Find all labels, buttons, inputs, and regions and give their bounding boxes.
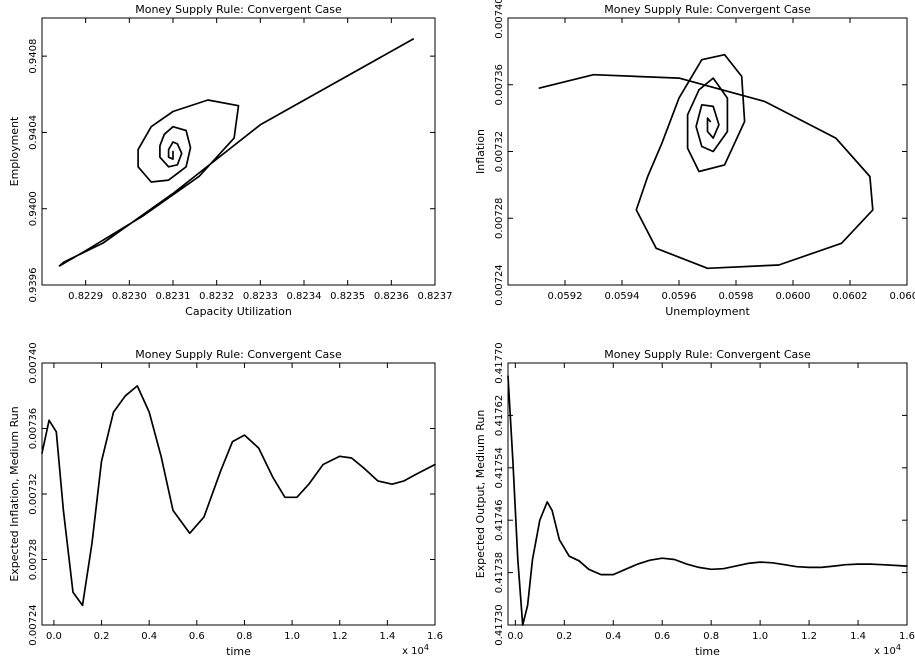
y-tick-label: 0.00732 (28, 473, 39, 514)
x-tick-label: 0.2 (556, 631, 572, 642)
x-scale-note: x 104 (402, 643, 429, 657)
series-line (41, 385, 436, 607)
series-line (58, 38, 415, 267)
x-tick-label: 0.0594 (605, 291, 640, 302)
x-tick-label: 0.0604 (890, 291, 915, 302)
x-tick-label: 0.0 (46, 631, 62, 642)
x-tick-label: 0.6 (189, 631, 205, 642)
plot-frame (41, 362, 436, 626)
x-tick-label: 0.0600 (776, 291, 811, 302)
y-tick-label: 0.00740 (494, 0, 505, 39)
x-axis-label: time (695, 645, 720, 658)
x-tick-label: 0.0598 (719, 291, 754, 302)
x-axis-label: Unemployment (665, 305, 750, 318)
x-tick-label: 0.0 (507, 631, 523, 642)
y-tick-label: 0.00736 (494, 64, 505, 105)
y-tick-label: 0.9408 (28, 39, 39, 74)
chart-title: Money Supply Rule: Convergent Case (135, 3, 342, 16)
x-axis-label: time (226, 645, 251, 658)
x-tick-label: 0.2 (94, 631, 110, 642)
x-tick-label: 0.0596 (662, 291, 697, 302)
x-tick-label: 1.6 (899, 631, 915, 642)
plot-frame (507, 362, 908, 626)
x-tick-label: 0.8237 (418, 291, 453, 302)
y-tick-label: 0.00724 (28, 604, 39, 645)
x-tick-label: 0.6 (654, 631, 670, 642)
x-tick-label: 0.8235 (330, 291, 365, 302)
y-tick-label: 0.41770 (494, 342, 505, 383)
y-tick-label: 0.00740 (28, 342, 39, 383)
y-tick-label: 0.00732 (494, 131, 505, 172)
y-tick-label: 0.00728 (494, 198, 505, 239)
y-tick-label: 0.00728 (28, 539, 39, 580)
x-tick-label: 0.4 (605, 631, 621, 642)
y-axis-label: Employment (8, 116, 21, 186)
y-tick-label: 0.9404 (28, 115, 39, 150)
x-tick-label: 1.4 (850, 631, 866, 642)
x-tick-label: 0.0602 (833, 291, 868, 302)
series-line (507, 375, 908, 626)
y-axis-label: Expected Inflation, Medium Run (8, 406, 21, 581)
x-tick-label: 0.8236 (374, 291, 409, 302)
x-tick-label: 0.8234 (287, 291, 322, 302)
x-tick-label: 1.4 (379, 631, 395, 642)
y-tick-label: 0.41754 (494, 447, 505, 488)
x-axis-label: Capacity Utilization (185, 305, 292, 318)
x-tick-label: 1.6 (427, 631, 443, 642)
y-tick-label: 0.41762 (494, 395, 505, 436)
chart-title: Money Supply Rule: Convergent Case (604, 3, 811, 16)
x-tick-label: 0.0592 (548, 291, 583, 302)
y-tick-label: 0.9396 (28, 268, 39, 303)
series-line (538, 53, 874, 270)
x-tick-label: 1.0 (284, 631, 300, 642)
x-tick-label: 1.2 (332, 631, 348, 642)
x-tick-label: 0.8233 (243, 291, 278, 302)
y-axis-label: Expected Output, Medium Run (474, 410, 487, 579)
y-axis-label: Inflation (474, 129, 487, 174)
plot-frame (41, 17, 436, 286)
y-tick-label: 0.00724 (494, 264, 505, 305)
y-tick-label: 0.00736 (28, 408, 39, 449)
x-tick-label: 1.0 (752, 631, 768, 642)
y-tick-label: 0.41730 (494, 604, 505, 645)
x-tick-label: 0.8230 (112, 291, 147, 302)
chart-title: Money Supply Rule: Convergent Case (604, 348, 811, 361)
x-tick-label: 0.8231 (156, 291, 191, 302)
x-scale-note: x 104 (874, 643, 901, 657)
y-tick-label: 0.41738 (494, 552, 505, 593)
x-tick-label: 0.8 (237, 631, 253, 642)
x-tick-label: 0.4 (141, 631, 157, 642)
x-tick-label: 0.8229 (68, 291, 103, 302)
chart-title: Money Supply Rule: Convergent Case (135, 348, 342, 361)
y-tick-label: 0.41746 (494, 500, 505, 541)
x-tick-label: 1.2 (801, 631, 817, 642)
x-tick-label: 0.8232 (199, 291, 234, 302)
x-tick-label: 0.8 (703, 631, 719, 642)
y-tick-label: 0.9400 (28, 191, 39, 226)
